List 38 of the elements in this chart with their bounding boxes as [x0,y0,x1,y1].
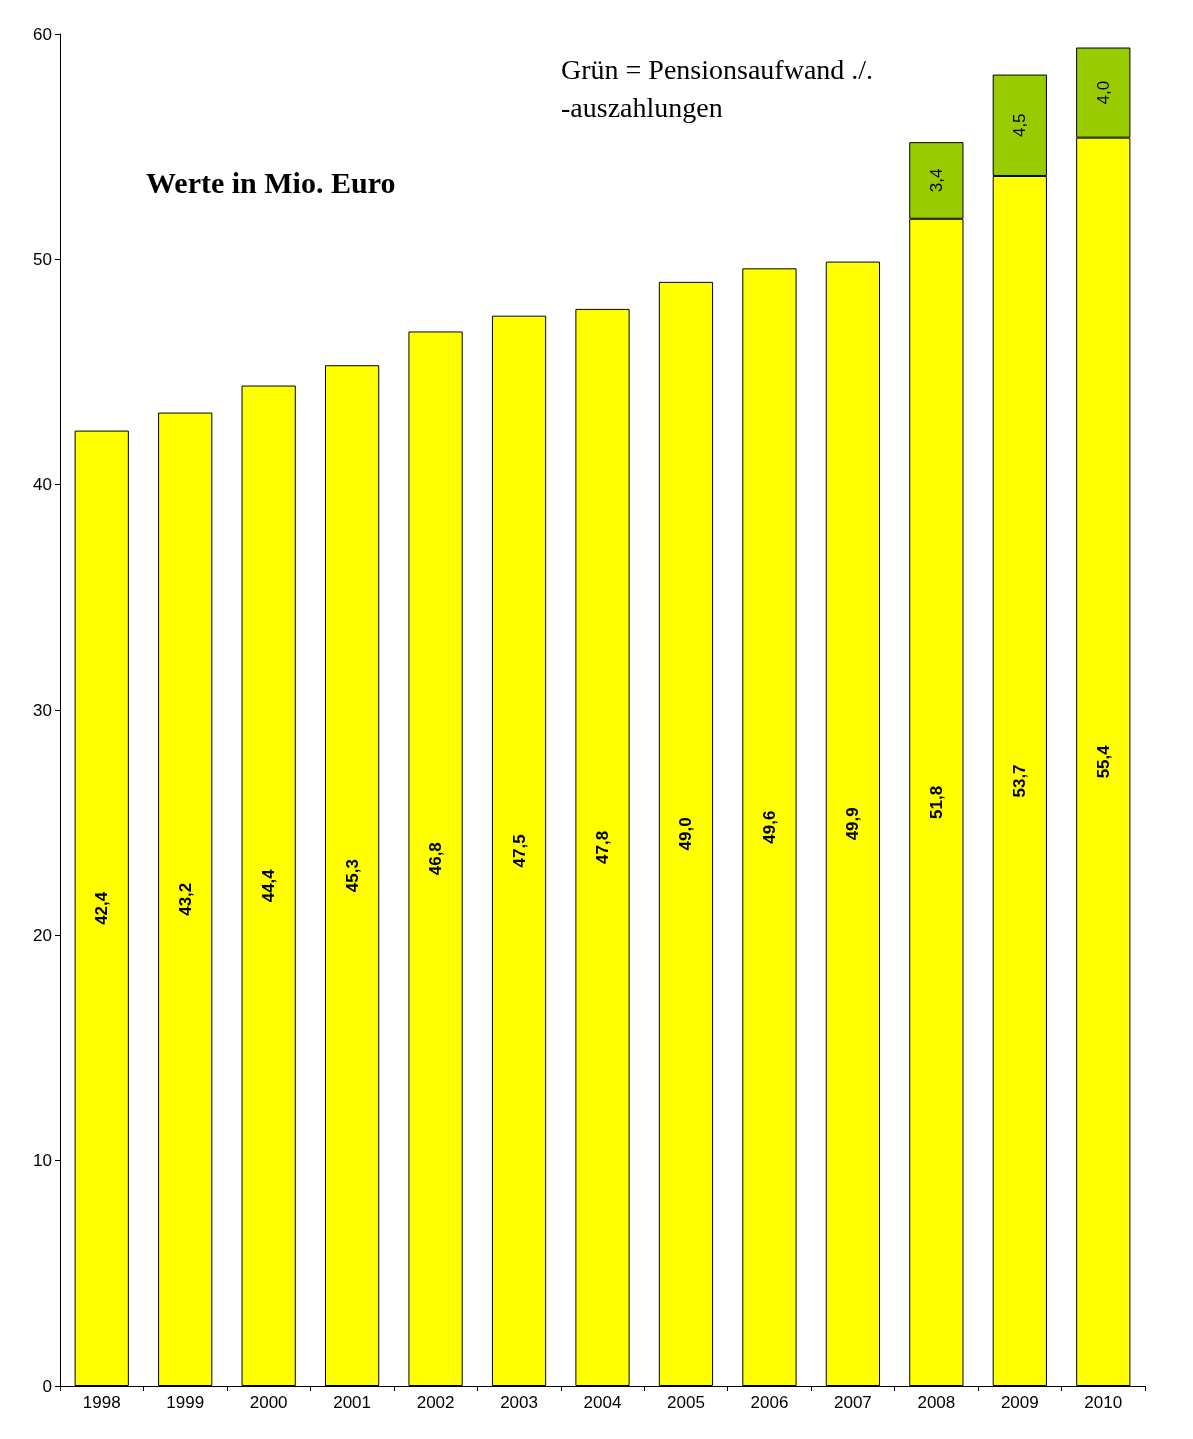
data-label: 49,6 [759,810,779,844]
data-label: 46,8 [426,842,446,876]
data-label: 55,4 [1093,744,1113,779]
data-label: 4,5 [1010,113,1030,138]
y-tick-label: 50 [33,249,52,269]
data-label: 3,4 [926,168,946,193]
annotation: Werte in Mio. Euro [146,165,396,199]
y-tick-label: 40 [33,475,52,495]
y-tick-label: 60 [33,24,52,44]
data-label: 47,8 [593,830,612,864]
data-label: 43,2 [175,882,195,916]
data-label: 42,4 [92,891,112,925]
x-tick-label: 2002 [416,1393,455,1412]
x-tick-label: 2003 [500,1393,538,1412]
data-label: 49,9 [843,807,863,841]
x-tick-label: 2007 [833,1393,872,1412]
y-tick-label: 0 [42,1376,52,1396]
y-tick-label: 20 [33,925,52,945]
x-tick-label: 2005 [667,1393,705,1412]
x-tick-label: 2000 [249,1393,288,1412]
data-label: 4,0 [1093,80,1113,105]
data-label: 49,0 [676,817,696,851]
data-label: 47,5 [509,834,529,868]
x-tick-label: 2008 [917,1393,956,1412]
data-label: 53,7 [1010,764,1030,798]
data-label: 51,8 [926,785,946,819]
y-tick-label: 30 [33,700,52,720]
data-label: 45,3 [342,859,362,893]
x-tick-label: 1998 [82,1393,121,1412]
x-tick-label: 2004 [583,1393,622,1412]
x-tick-label: 2006 [750,1393,789,1412]
x-tick-label: 1999 [166,1393,205,1412]
annotation: Grün = Pensionsaufwand ./. -auszahlungen [561,53,881,123]
x-tick-label: 2009 [1000,1393,1039,1412]
data-label: 44,4 [259,868,279,903]
x-tick-label: 2001 [333,1393,372,1412]
x-tick-label: 2010 [1084,1393,1123,1412]
y-tick-label: 10 [33,1151,52,1171]
